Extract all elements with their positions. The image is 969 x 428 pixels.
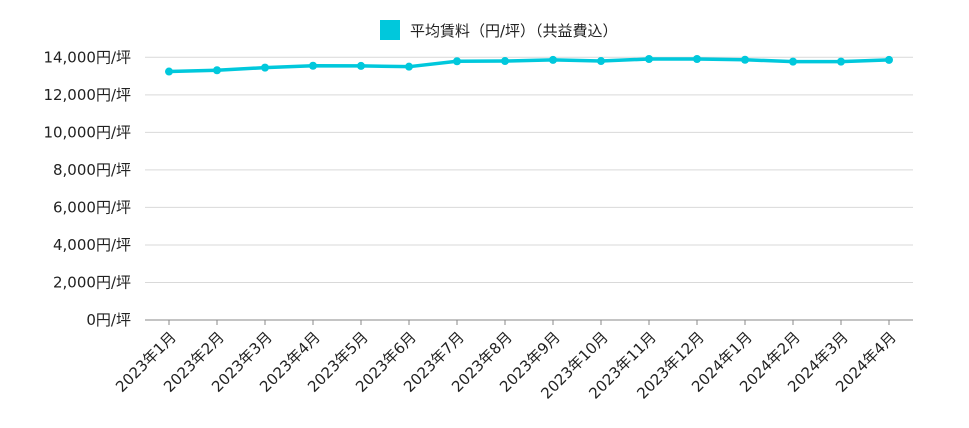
data-point [549,55,557,64]
data-point [309,61,317,70]
y-tick-label: 2,000円/坪 [53,273,131,291]
x-axis: 2023年1月2023年2月2023年3月2023年4月2023年5月2023年… [112,320,900,403]
legend: 平均賃料（円/坪）（共益費込） [380,20,618,40]
y-tick-label: 14,000円/坪 [43,48,131,66]
data-point [645,54,653,63]
data-point [837,57,845,66]
data-point [789,57,797,66]
data-point [261,63,269,72]
y-tick-label: 6,000円/坪 [53,198,131,216]
data-point [405,62,413,71]
data-point [165,67,173,76]
series-line [168,57,890,74]
data-point [501,57,509,66]
series [165,54,893,76]
data-point [453,57,461,66]
data-point [213,66,221,75]
y-tick-label: 10,000円/坪 [43,123,131,141]
data-point [693,54,701,63]
y-tick-label: 4,000円/坪 [53,236,131,254]
data-point [885,55,893,64]
gridlines [145,56,913,321]
data-point [597,57,605,66]
data-point [357,61,365,70]
legend-label: 平均賃料（円/坪）（共益費込） [410,22,618,40]
y-tick-label: 0円/坪 [86,311,131,329]
y-axis: 0円/坪 2,000円/坪 4,000円/坪 6,000円/坪 8,000円/坪 10,0… [43,48,131,329]
y-tick-label: 12,000円/坪 [43,86,131,104]
legend-swatch [380,20,400,40]
y-tick-label: 8,000円/坪 [53,161,131,179]
data-point [741,55,749,64]
